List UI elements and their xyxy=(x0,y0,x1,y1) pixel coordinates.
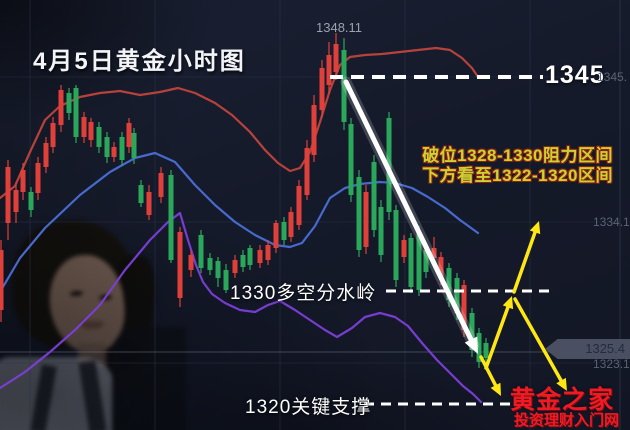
candle-body xyxy=(96,127,102,147)
candle-body xyxy=(446,268,452,300)
forecast-note: 破位1328-1330阻力区间 下方看至1322-1320区间 xyxy=(422,146,613,186)
band-lower xyxy=(0,211,483,404)
trend-arrow-head xyxy=(464,336,478,354)
trend-arrow-shaft xyxy=(484,301,512,370)
candle-body xyxy=(431,248,437,258)
candle-body xyxy=(311,105,317,155)
candle-body xyxy=(104,137,110,157)
candle-body xyxy=(393,210,399,280)
support-level-label: 1320关键支撑 xyxy=(245,397,372,418)
candle-body xyxy=(58,90,64,125)
candle-body xyxy=(296,186,302,225)
candle-body xyxy=(28,192,34,210)
candle-body xyxy=(304,148,310,195)
candle-body xyxy=(363,192,369,247)
candle-body xyxy=(223,270,229,290)
candle-body xyxy=(319,68,325,110)
candle-body xyxy=(119,137,125,160)
band-middle xyxy=(0,151,480,294)
candle-body xyxy=(207,258,213,270)
candle-body xyxy=(0,250,4,310)
candle-body xyxy=(265,245,271,260)
candle-body xyxy=(5,167,11,223)
forecast-note-line2: 下方看至1322-1320区间 xyxy=(422,166,613,185)
axis-price-label: 1334.1 xyxy=(593,215,630,229)
chart-title: 4月5日黄金小时图 xyxy=(33,48,246,75)
candle-body xyxy=(247,248,253,265)
candle-body xyxy=(198,235,204,268)
trend-arrow-shaft xyxy=(512,226,539,294)
trend-arrow-head xyxy=(556,377,567,391)
candle-body xyxy=(476,333,482,362)
pivot-level-label: 1330多空分水岭 xyxy=(230,283,377,304)
candle-body xyxy=(333,44,339,72)
trend-arrow-head xyxy=(502,296,514,310)
candle-body xyxy=(378,207,384,255)
watermark-brand: 黄金之家 xyxy=(510,386,615,414)
candle-body xyxy=(288,212,294,237)
candle-body xyxy=(257,250,263,263)
candle-body xyxy=(126,123,132,147)
candle-body xyxy=(348,124,354,195)
trend-arrow-head xyxy=(490,382,501,396)
candle-body xyxy=(43,143,49,167)
candle-body xyxy=(483,343,489,358)
candle-body xyxy=(423,250,429,272)
candle-body xyxy=(461,285,467,330)
candle-body xyxy=(408,238,414,287)
candle-body xyxy=(168,175,174,260)
watermark-tagline: 投资理财入门网 xyxy=(514,412,620,429)
trend-arrow-shaft xyxy=(343,79,477,348)
candle-body xyxy=(20,170,26,192)
candle-body xyxy=(66,93,72,113)
candle-body xyxy=(341,50,347,122)
candle-body xyxy=(50,123,56,147)
candle-body xyxy=(273,223,279,248)
candle-body xyxy=(438,257,444,278)
forecast-note-line1: 破位1328-1330阻力区间 xyxy=(422,146,613,165)
candle-body xyxy=(146,192,152,215)
axis-price-label: 1345. xyxy=(597,70,628,84)
trend-arrow-head xyxy=(529,221,541,235)
candle-body xyxy=(81,117,87,137)
resistance-level-label: 1345 xyxy=(545,61,605,89)
candle-body xyxy=(454,278,460,313)
trend-arrow-shaft xyxy=(513,297,566,387)
candle-body xyxy=(232,260,238,273)
current-price-tag: 1325.4 xyxy=(545,339,630,359)
candle-body xyxy=(469,313,475,350)
candle-body xyxy=(356,177,362,250)
peak-price-label: 1348.11 xyxy=(316,20,363,35)
candle-body xyxy=(177,232,183,298)
candle-body xyxy=(371,162,377,230)
candle-body xyxy=(401,240,407,257)
candle-body xyxy=(215,261,221,278)
candle-body xyxy=(188,255,194,270)
candle-body xyxy=(111,147,117,157)
trend-arrow-shaft xyxy=(479,355,500,392)
candle-body xyxy=(158,173,164,197)
candle-body xyxy=(13,190,19,212)
candle-body xyxy=(88,122,94,140)
candle-body xyxy=(73,88,79,137)
axis-price-label: 1323.1 xyxy=(593,357,630,371)
candle-body xyxy=(281,222,287,240)
current-price-value: 1325.4 xyxy=(585,341,625,356)
candle-body xyxy=(416,232,422,290)
candle-body xyxy=(326,55,332,85)
band-upper xyxy=(0,46,480,200)
candle-body xyxy=(138,185,144,203)
candle-body xyxy=(240,255,246,267)
candle-body xyxy=(131,133,137,158)
candle-body xyxy=(35,163,41,193)
